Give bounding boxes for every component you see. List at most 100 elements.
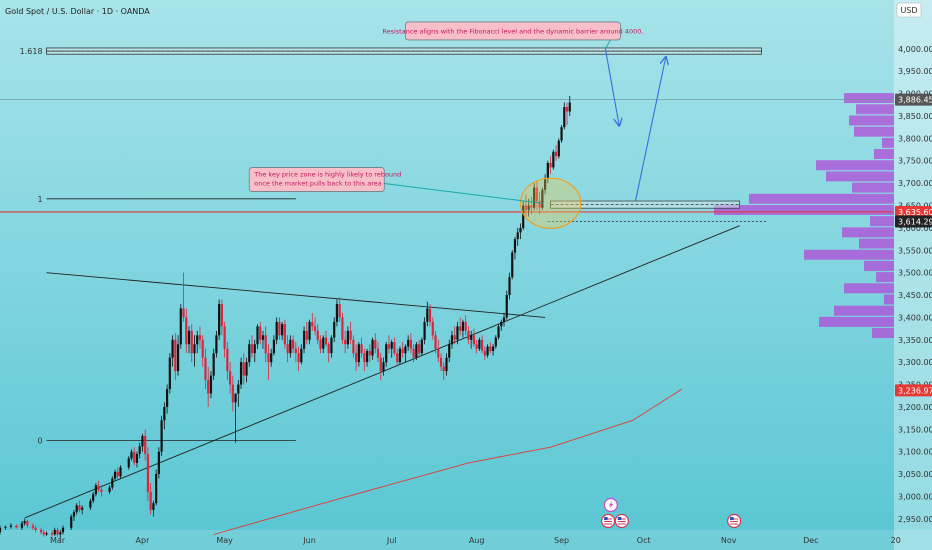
annotations: Resistance aligns with the Fibonacci lev… [248, 21, 742, 529]
chart-title: Gold Spot / U.S. Dollar · 1D · OANDA [5, 7, 150, 16]
candle-body [160, 420, 163, 452]
candle-body [31, 525, 34, 528]
candle-body [357, 344, 360, 363]
candle-body [486, 346, 489, 356]
candle-body [554, 151, 558, 157]
candle-body [459, 326, 462, 331]
candle-body [338, 303, 341, 318]
candle-body [355, 353, 358, 363]
x-tick-label: Dec [803, 536, 818, 545]
candle-body [308, 321, 311, 340]
currency-button[interactable] [896, 2, 922, 18]
y-tick-label: 3,450.000 [898, 291, 932, 300]
candle-body [59, 532, 62, 535]
y-tick-label: 3,850.000 [898, 112, 932, 121]
candle-body [311, 321, 314, 327]
candle-body [505, 295, 508, 318]
support-note-pointer [384, 183, 543, 204]
y-tick-label: 2,950.000 [898, 515, 932, 524]
candle-body [552, 151, 555, 168]
volume-bar [844, 93, 894, 104]
candle-body [171, 339, 174, 358]
time-axis[interactable]: Mar Apr May Jun Jul Aug Sep Oct Nov Dec 20 [50, 536, 901, 545]
candle-body [111, 478, 114, 488]
candle-body [297, 353, 300, 363]
candle-body [472, 335, 475, 345]
candle-body [489, 346, 492, 351]
triangle-lower-trendline [24, 225, 740, 519]
candle-body [398, 348, 402, 363]
candle-body [201, 339, 204, 358]
candle-body [281, 324, 284, 336]
candle-body [100, 489, 103, 492]
y-tick-label: 3,350.000 [898, 336, 932, 345]
candle-body [187, 330, 191, 345]
candle-body [264, 335, 267, 354]
volume-bar [842, 227, 894, 238]
candle-body [319, 339, 322, 349]
candle-body [4, 526, 7, 528]
candles[interactable] [0, 95, 571, 539]
candle-body [155, 474, 158, 504]
candle-body [535, 187, 538, 202]
candle-body [256, 326, 259, 345]
candle-body [533, 187, 536, 208]
candle-body [516, 232, 519, 240]
candle-body [494, 337, 497, 347]
candle-body [513, 239, 517, 253]
candle-body [360, 344, 363, 354]
candle-body [15, 525, 18, 528]
candle-body [530, 205, 533, 208]
price-tag-label: 3,635.605 [898, 208, 932, 217]
x-tick-label: Apr [136, 536, 151, 545]
candle-body [176, 344, 180, 372]
y-tick-label: 3,000.000 [898, 492, 932, 501]
candle-body [212, 353, 215, 376]
y-tick-label: 3,600.000 [898, 224, 932, 233]
candle-body [305, 330, 308, 340]
candle-body [481, 339, 484, 351]
candle-body [475, 344, 478, 349]
candle-body [538, 201, 541, 208]
volume-bar [882, 137, 894, 148]
volume-bar [816, 160, 894, 171]
candle-body [53, 530, 56, 535]
candle-body [196, 335, 199, 345]
candle-body [250, 344, 254, 354]
candle-body [437, 348, 440, 358]
support-note-line: once the market pulls back to this area [254, 180, 381, 188]
candle-body [363, 353, 366, 363]
candle-body [149, 491, 152, 510]
candle-body [20, 523, 24, 528]
candle-body [420, 339, 423, 354]
candle-body [152, 503, 155, 510]
candle-body [226, 348, 229, 372]
candle-body [292, 339, 295, 349]
candle-body [541, 189, 544, 208]
candle-body [549, 162, 552, 168]
price-tag-box [895, 205, 932, 218]
candle-body [448, 344, 451, 358]
candle-body [450, 335, 454, 345]
candle-body [376, 348, 380, 358]
candle-body [157, 451, 160, 475]
candle-body [316, 330, 319, 340]
candle-body [45, 533, 48, 535]
candle-body [56, 530, 59, 535]
candle-body [146, 453, 150, 492]
candle-body [349, 330, 352, 340]
candle-body [190, 330, 193, 354]
candle-body [527, 205, 530, 210]
candle-body [119, 467, 122, 477]
candle-body [141, 436, 144, 447]
candle-body [434, 335, 437, 349]
y-tick-label: 3,300.000 [898, 358, 932, 367]
volume-bar [834, 305, 894, 316]
candle-body [412, 348, 415, 358]
candle-body [253, 344, 256, 354]
volume-bar [849, 115, 894, 126]
candle-body [497, 326, 500, 338]
y-tick-label: 3,950.000 [898, 67, 932, 76]
candle-body [524, 205, 528, 210]
